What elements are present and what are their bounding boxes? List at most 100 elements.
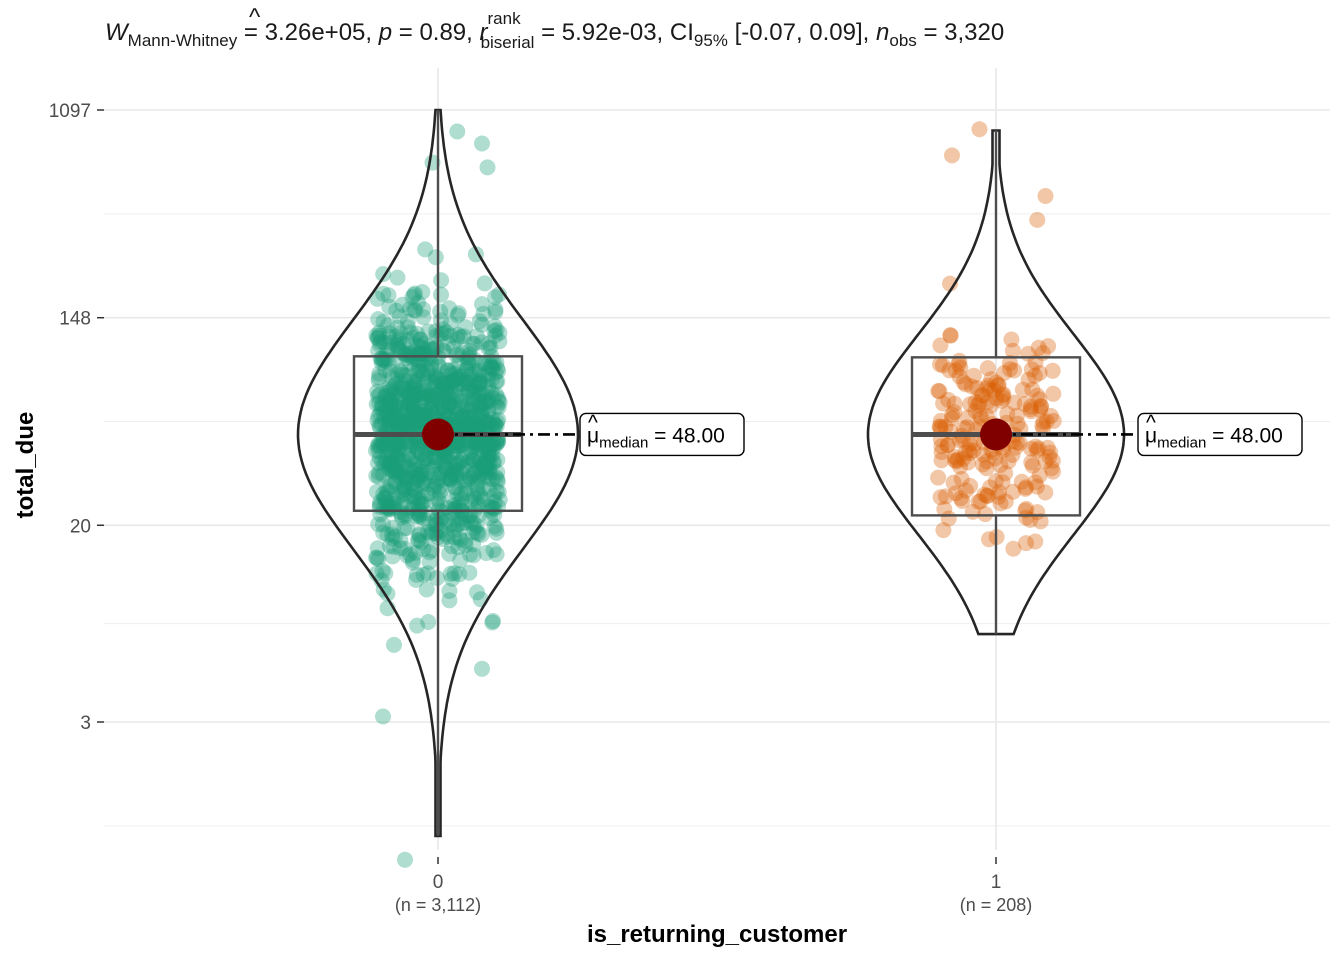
data-point <box>480 470 497 487</box>
data-point <box>426 481 443 497</box>
data-point <box>392 540 409 557</box>
data-point <box>987 473 1004 490</box>
data-point <box>435 375 452 392</box>
data-point <box>449 387 466 404</box>
r-value: = 5.92e-03, <box>534 19 669 46</box>
data-point <box>450 305 467 322</box>
data-point <box>460 374 477 391</box>
data-point <box>470 376 486 393</box>
data-point <box>470 484 487 501</box>
data-point <box>387 400 404 417</box>
data-point <box>430 471 447 488</box>
data-point <box>388 447 405 464</box>
data-point <box>403 418 420 435</box>
data-point <box>379 384 395 401</box>
data-point <box>408 412 425 429</box>
data-point <box>431 465 447 482</box>
data-point <box>411 527 428 544</box>
data-point <box>488 546 505 563</box>
data-point <box>382 392 399 409</box>
data-point <box>404 403 421 420</box>
data-point <box>476 393 493 410</box>
data-point <box>434 454 451 471</box>
data-point <box>391 331 407 348</box>
data-point <box>416 388 433 405</box>
data-point <box>487 417 503 434</box>
data-point <box>392 363 409 379</box>
data-point <box>457 319 474 336</box>
data-point <box>392 463 409 480</box>
data-point <box>440 395 457 412</box>
data-point <box>466 520 483 537</box>
data-point <box>473 526 490 543</box>
data-point <box>423 400 440 417</box>
data-point <box>445 501 462 518</box>
data-point <box>986 382 1003 399</box>
data-point <box>932 418 949 435</box>
data-point <box>412 466 428 483</box>
ci-subscript: 95% <box>694 31 728 50</box>
data-point <box>386 636 402 653</box>
data-point <box>369 290 386 307</box>
data-point <box>406 455 423 472</box>
data-point <box>433 456 450 473</box>
x-axis: 0(n = 3,112) 1(n = 208) <box>395 857 1032 915</box>
data-point <box>479 453 496 469</box>
data-point <box>379 445 396 462</box>
data-point <box>451 368 468 385</box>
data-point <box>472 374 489 391</box>
data-point <box>424 375 441 391</box>
data-point <box>421 553 438 570</box>
data-point <box>406 386 423 403</box>
data-point <box>474 334 490 351</box>
data-point <box>997 493 1014 510</box>
data-point <box>412 338 429 354</box>
data-point <box>386 397 403 414</box>
data-point <box>438 513 455 530</box>
data-point <box>381 414 398 431</box>
data-point <box>390 444 407 461</box>
data-point <box>468 328 485 345</box>
data-point <box>435 342 452 359</box>
data-point <box>466 336 483 352</box>
data-point <box>447 479 464 496</box>
data-point <box>471 385 488 402</box>
data-point <box>483 359 500 376</box>
data-point <box>451 454 468 471</box>
data-point <box>457 398 474 415</box>
data-point <box>416 402 433 419</box>
data-point <box>469 476 486 493</box>
data-point <box>386 384 403 401</box>
data-point <box>461 401 478 418</box>
data-point <box>423 355 440 372</box>
data-point <box>946 395 963 412</box>
data-point <box>415 454 432 471</box>
data-point <box>415 541 432 558</box>
data-point <box>430 356 447 373</box>
data-point <box>382 363 399 380</box>
data-point <box>959 409 976 426</box>
data-point <box>470 468 487 485</box>
data-point <box>412 331 429 348</box>
data-point <box>411 406 428 422</box>
data-point <box>409 441 426 458</box>
data-point <box>370 516 387 533</box>
data-point <box>406 287 423 303</box>
data-point <box>413 495 430 512</box>
data-point <box>982 479 999 496</box>
data-point <box>387 463 404 480</box>
data-point <box>420 485 437 502</box>
data-point <box>387 397 404 414</box>
data-point <box>454 393 471 410</box>
data-point <box>955 374 972 391</box>
data-point <box>407 482 424 499</box>
data-point <box>433 286 449 303</box>
data-point <box>419 476 436 493</box>
n-subscript: obs <box>889 31 916 50</box>
data-point <box>1018 500 1035 517</box>
data-point <box>930 469 947 486</box>
data-point <box>416 385 433 402</box>
data-point <box>475 459 492 476</box>
data-point <box>386 495 403 512</box>
data-point <box>480 402 497 419</box>
